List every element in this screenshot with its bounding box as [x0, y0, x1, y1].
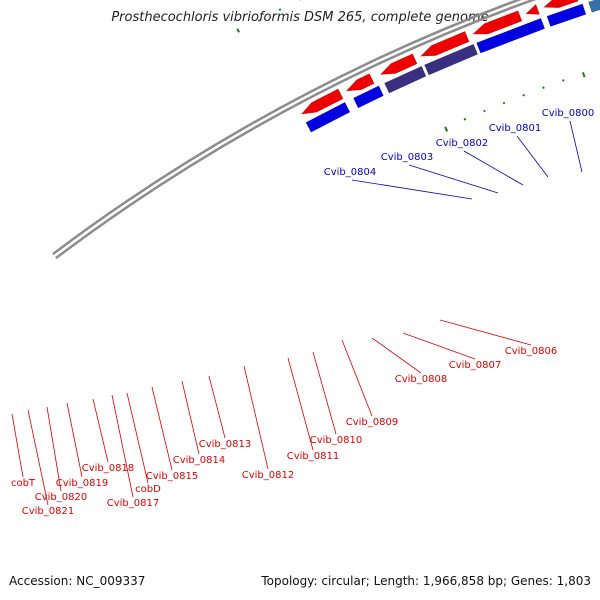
label-leader-lines [11, 120, 583, 506]
outer-tick-dot [236, 28, 240, 33]
reverse-gene-arrow [379, 53, 418, 75]
outer-tick-dot [278, 8, 282, 12]
leader-line [181, 380, 200, 455]
leader-line [371, 337, 422, 374]
cog-block [353, 85, 384, 109]
leader-line [439, 319, 532, 346]
gene-label-reverse: Cvib_0806 [505, 346, 557, 357]
gene-label-reverse: Cvib_0813 [199, 439, 251, 450]
gene-arrows [300, 0, 579, 115]
gene-label-reverse: Cvib_0817 [107, 498, 159, 509]
leader-line [463, 150, 524, 186]
leader-line [11, 413, 24, 478]
cog-block [424, 43, 479, 76]
leader-line [402, 332, 476, 360]
leader-line [126, 392, 149, 484]
gene-label-reverse: Cvib_0819 [56, 478, 108, 489]
gene-label-reverse: Cvib_0810 [310, 435, 362, 446]
accession: Accession: NC_009337 [9, 574, 146, 588]
inner-tick-dot [483, 109, 486, 113]
reverse-gene-arrow [472, 10, 523, 35]
leader-line [27, 409, 49, 506]
map-title: Prosthecochloris vibrioformis DSM 265, c… [111, 10, 489, 25]
inner-tick-dot [502, 101, 506, 105]
leader-line [569, 120, 583, 173]
leader-line [46, 406, 62, 492]
inner-tick-dot [522, 93, 525, 97]
cog-block [476, 17, 546, 54]
leader-line [66, 402, 83, 478]
gene-label-forward: Cvib_0801 [489, 123, 541, 134]
gene-label-forward: Cvib_0802 [436, 138, 488, 149]
gene-label-forward: Cvib_0803 [381, 152, 433, 163]
genome-stats: Topology: circular; Length: 1,966,858 bp… [261, 574, 591, 588]
inner-tick-dot [463, 117, 467, 121]
genome-backbone [52, 0, 537, 260]
gene-label-reverse: cobD [135, 484, 161, 495]
inner-tick-dot [581, 72, 586, 78]
cog-blocks [305, 0, 600, 133]
gene-label-reverse: Cvib_0809 [346, 417, 398, 428]
outer-tick-dot [257, 19, 261, 22]
reverse-gene-arrow [419, 31, 470, 57]
gene-label-reverse: Cvib_0811 [287, 451, 339, 462]
gene-label-reverse: Cvib_0807 [449, 360, 501, 371]
backbone-inner [52, 0, 523, 256]
gene-label-reverse: Cvib_0818 [82, 463, 134, 474]
tick-dots [236, 0, 586, 132]
leader-line [208, 375, 226, 439]
backbone-outer [55, 0, 537, 260]
gene-label-forward: Cvib_0804 [324, 167, 376, 178]
inner-tick-dot [562, 79, 565, 82]
leader-line [287, 357, 314, 451]
gene-label-reverse: Cvib_0814 [173, 455, 225, 466]
inner-tick-dot [444, 126, 449, 132]
gene-label-reverse: Cvib_0812 [242, 470, 294, 481]
inner-tick-dot [542, 86, 545, 89]
leader-line [312, 351, 337, 435]
gene-label-forward: Cvib_0800 [542, 108, 594, 119]
reverse-gene-arrow [300, 88, 344, 115]
gene-label-reverse: Cvib_0815 [146, 471, 198, 482]
leader-line [408, 164, 499, 194]
cog-block [384, 65, 427, 94]
cog-block [588, 0, 600, 13]
leader-line [341, 339, 373, 417]
leader-line [92, 398, 109, 463]
leader-line [243, 365, 269, 470]
gene-label-reverse: Cvib_0821 [22, 506, 74, 517]
cog-block [305, 101, 351, 133]
gene-label-reverse: Cvib_0820 [35, 492, 87, 503]
gene-label-reverse: cobT [11, 478, 36, 489]
reverse-gene-arrow [543, 0, 579, 8]
gene-label-reverse: Cvib_0808 [395, 374, 447, 385]
reverse-gene-arrow [525, 3, 540, 15]
cog-block [546, 3, 587, 27]
leader-line [351, 179, 473, 200]
leader-line [516, 135, 549, 178]
reverse-gene-arrow [345, 73, 375, 92]
leader-line [151, 386, 173, 471]
leader-line [111, 394, 134, 498]
